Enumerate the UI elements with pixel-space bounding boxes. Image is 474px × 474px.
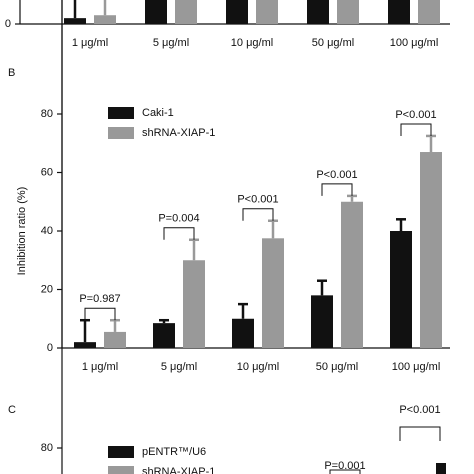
bar	[337, 0, 359, 24]
x-tick-label: 5 μg/ml	[153, 37, 189, 49]
bar	[74, 342, 96, 348]
significance-bracket	[321, 183, 353, 196]
significance-bracket	[329, 469, 361, 474]
x-tick-label: 5 μg/ml	[161, 361, 197, 373]
y-tick-label: 80	[41, 108, 53, 120]
bar	[104, 331, 126, 348]
x-tick-label: 10 μg/ml	[231, 37, 273, 49]
y-tick-label: 0	[47, 342, 53, 354]
significance-bracket	[84, 307, 116, 321]
y-tick-label: 20	[41, 283, 53, 295]
legend-swatch	[108, 466, 134, 474]
p-value: P<0.001	[316, 169, 357, 181]
significance-bracket	[399, 426, 441, 441]
legend-label: shRNA-XIAP-1	[142, 127, 215, 139]
bar	[183, 260, 205, 348]
bar	[94, 15, 116, 24]
p-value: P=0.004	[158, 213, 199, 225]
legend-label: shRNA-XIAP-1	[142, 466, 215, 474]
bar	[64, 18, 86, 24]
y-tick-label: 80	[41, 442, 53, 454]
y-axis-label: Inhibition ratio (%)	[16, 187, 28, 276]
x-tick-label: 10 μg/ml	[237, 361, 279, 373]
x-tick-label: 100 μg/ml	[390, 37, 439, 49]
bar	[388, 0, 410, 24]
x-tick-label: 50 μg/ml	[312, 37, 354, 49]
significance-bracket	[163, 227, 195, 240]
bar	[341, 201, 363, 348]
x-tick-label: 1 μg/ml	[72, 37, 108, 49]
legend-label: Caki-1	[142, 107, 174, 119]
bar	[175, 0, 197, 24]
panel-label: C	[8, 404, 16, 416]
bar	[418, 0, 440, 24]
legend-swatch	[108, 107, 134, 119]
p-value: P=0.987	[79, 293, 120, 305]
bar	[256, 0, 278, 24]
bar	[153, 323, 175, 348]
bar	[232, 318, 254, 348]
bar	[262, 238, 284, 348]
bar	[420, 152, 442, 348]
bar	[226, 0, 248, 24]
p-value: P<0.001	[395, 109, 436, 121]
bar	[145, 0, 167, 24]
x-tick-label: 100 μg/ml	[392, 361, 441, 373]
y-tick-label: 40	[41, 225, 53, 237]
p-value: P=0.001	[324, 460, 365, 472]
legend-swatch	[108, 127, 134, 139]
p-value: P<0.001	[399, 404, 440, 416]
y-tick-label: 0	[5, 18, 11, 30]
bar	[436, 463, 446, 474]
bar	[307, 0, 329, 24]
bar	[390, 231, 412, 348]
legend-label: pENTR™/U6	[142, 446, 206, 458]
x-tick-label: 1 μg/ml	[82, 361, 118, 373]
p-value: P<0.001	[237, 194, 278, 206]
panel-label: B	[8, 67, 15, 79]
legend-swatch	[108, 446, 134, 458]
y-tick-label: 60	[41, 166, 53, 178]
bar	[311, 295, 333, 348]
x-tick-label: 50 μg/ml	[316, 361, 358, 373]
significance-bracket	[400, 123, 432, 136]
significance-bracket	[242, 208, 274, 221]
